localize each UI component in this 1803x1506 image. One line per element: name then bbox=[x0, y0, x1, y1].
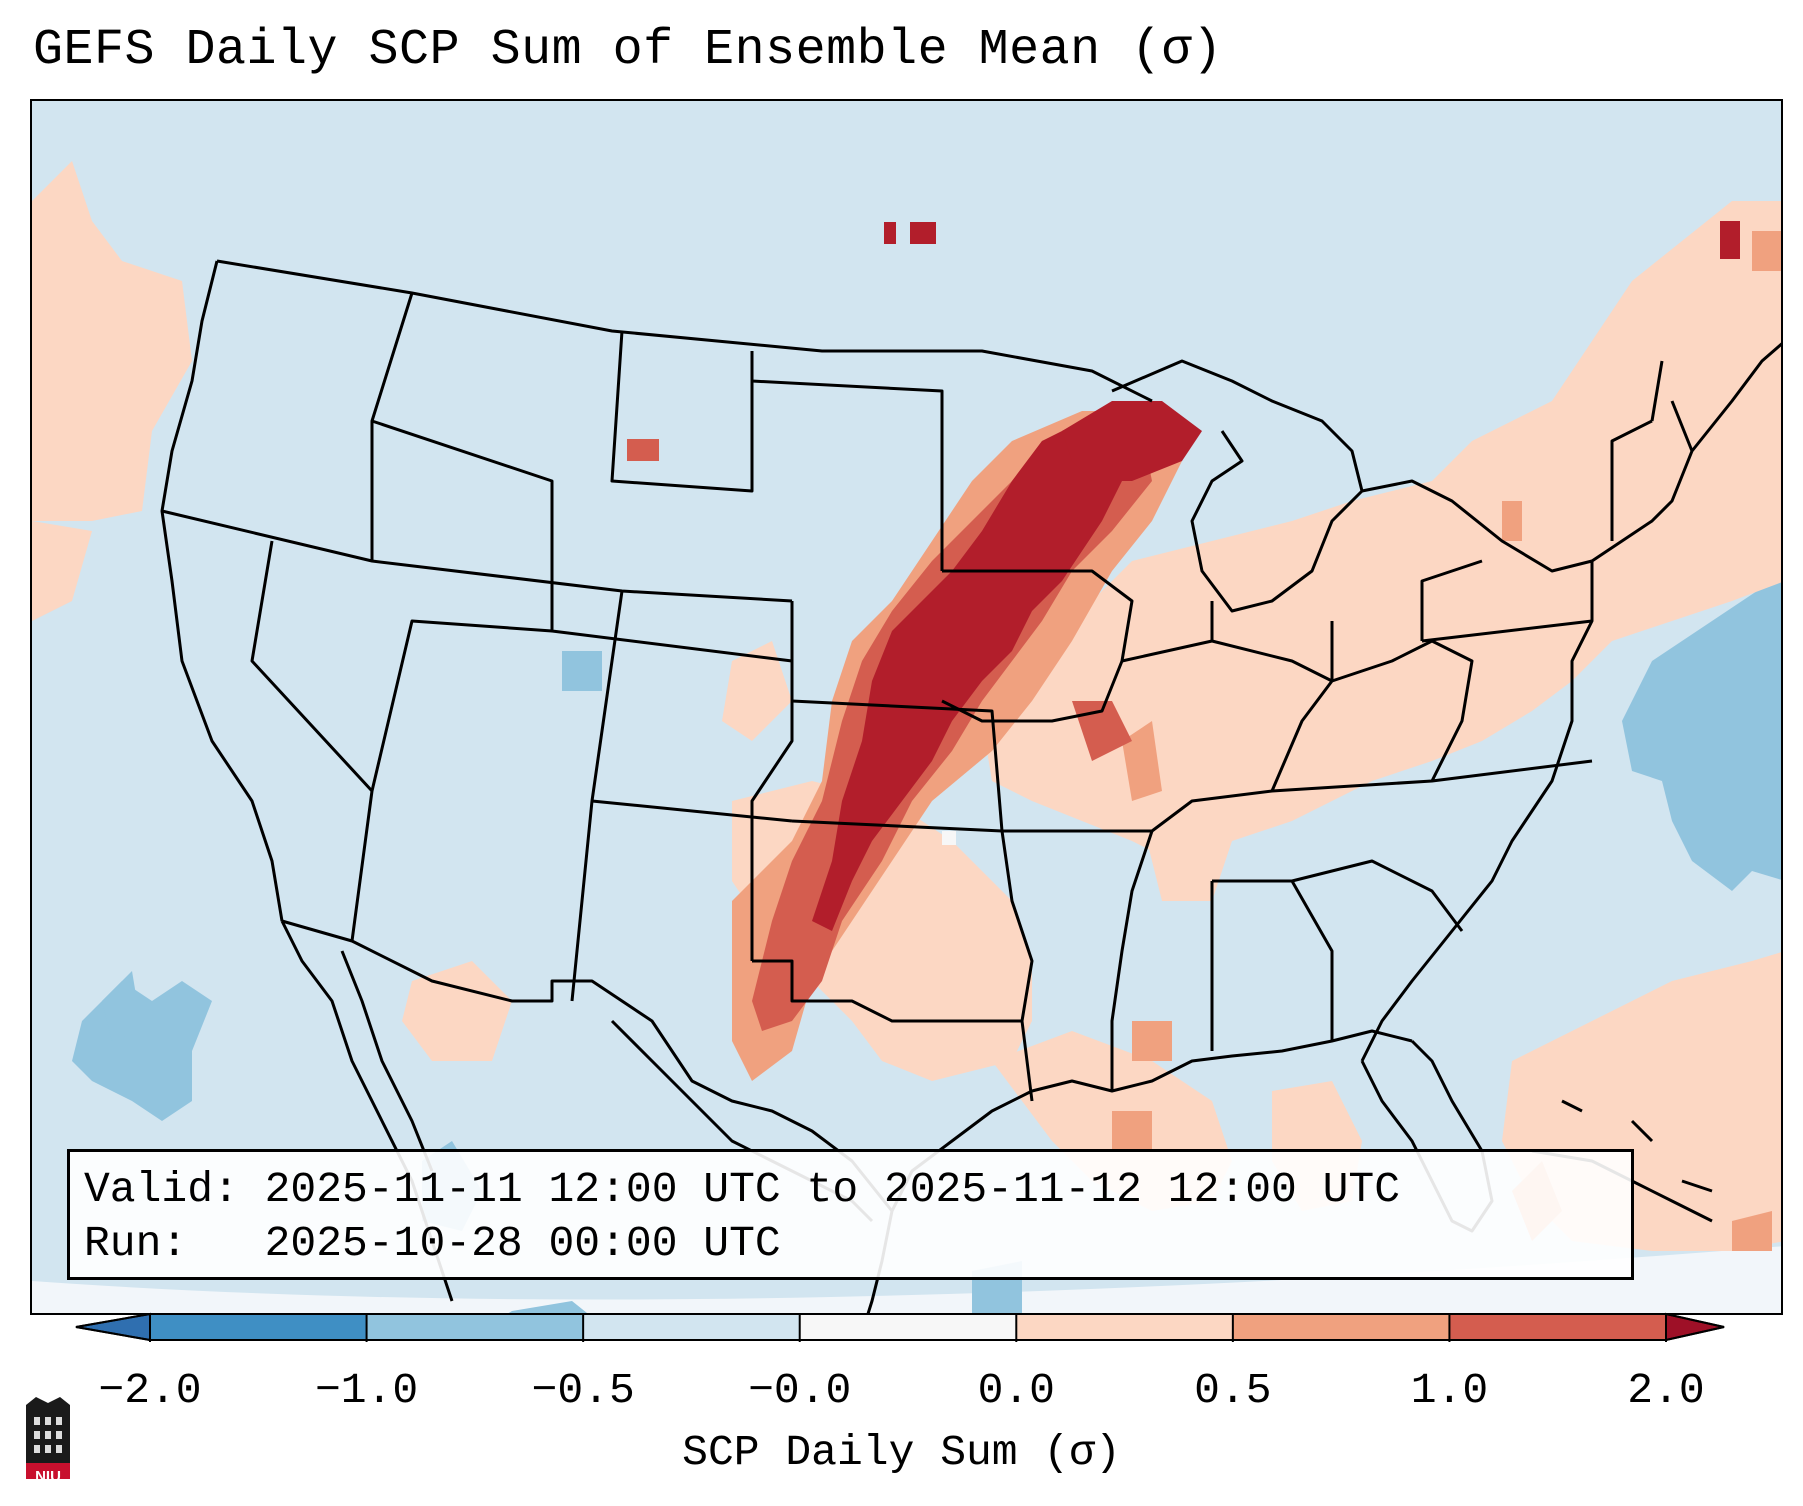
colorbar-label: SCP Daily Sum (σ) bbox=[682, 1428, 1121, 1477]
colorbar-tick-label: 1.0 bbox=[1410, 1366, 1489, 1415]
projection-corner bbox=[32, 1246, 1781, 1313]
map-canvas bbox=[32, 161, 1781, 1313]
colorbar-segment bbox=[799, 1314, 1017, 1340]
colorbar-tick-label: −1.0 bbox=[314, 1366, 419, 1415]
map-panel bbox=[30, 99, 1783, 1315]
niu-logo-text: NIU bbox=[35, 1468, 61, 1485]
colorbar-tick-label: 2.0 bbox=[1627, 1366, 1705, 1415]
niu-logo-mark bbox=[26, 1397, 70, 1479]
colorbar-extend-low bbox=[75, 1312, 151, 1342]
valid-time-line: Valid: 2025-11-11 12:00 UTC to 2025-11-1… bbox=[84, 1165, 1401, 1214]
colorbar-segment bbox=[150, 1314, 367, 1340]
colorbar-tick-label: −0.5 bbox=[531, 1366, 635, 1415]
colorbar bbox=[75, 1312, 1725, 1342]
colorbar-frame bbox=[75, 1313, 1725, 1341]
colorbar-segment bbox=[1232, 1314, 1450, 1340]
colorbar-tick-label: 0.0 bbox=[977, 1366, 1055, 1415]
colorbar-segment bbox=[583, 1314, 800, 1340]
run-time-line: Run: 2025-10-28 00:00 UTC bbox=[84, 1219, 781, 1268]
colorbar-segment bbox=[1449, 1314, 1666, 1340]
valid-run-info-box: Valid: 2025-11-11 12:00 UTC to 2025-11-1… bbox=[67, 1149, 1634, 1280]
extreme-anomaly-layer bbox=[812, 221, 1740, 931]
colorbar-segment bbox=[1016, 1314, 1233, 1340]
colorbar-tick-label: −2.0 bbox=[98, 1366, 202, 1415]
low-positive-anomaly-layer bbox=[32, 161, 1781, 1251]
colorbar-tick-label: −0.0 bbox=[748, 1366, 852, 1415]
max-marker bbox=[942, 831, 956, 845]
boundary-layer bbox=[160, 259, 1781, 1313]
niu-logo: NIU bbox=[20, 1393, 76, 1487]
colorbar-extend-high bbox=[1665, 1312, 1725, 1342]
colorbar-segment bbox=[366, 1314, 584, 1340]
colorbar-tick-label: 0.5 bbox=[1194, 1366, 1272, 1415]
map-title: GEFS Daily SCP Sum of Ensemble Mean (σ) bbox=[33, 22, 1223, 79]
negative-anomaly-layer bbox=[72, 574, 1781, 1313]
